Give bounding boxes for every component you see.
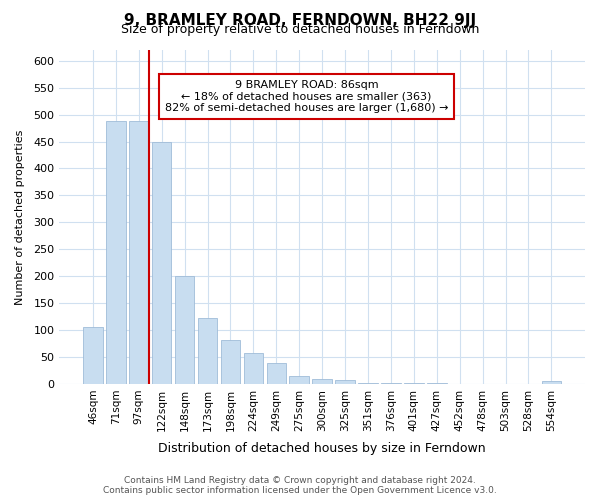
Bar [106,121,125,384]
Bar [221,340,240,384]
Bar [175,276,194,384]
Text: 9 BRAMLEY ROAD: 86sqm
← 18% of detached houses are smaller (363)
82% of semi-det: 9 BRAMLEY ROAD: 86sqm ← 18% of detached … [164,80,448,114]
Bar [244,352,263,384]
Bar [381,383,401,384]
Bar [152,142,172,384]
Text: 9, BRAMLEY ROAD, FERNDOWN, BH22 9JJ: 9, BRAMLEY ROAD, FERNDOWN, BH22 9JJ [124,12,476,28]
Text: Size of property relative to detached houses in Ferndown: Size of property relative to detached ho… [121,22,479,36]
Bar [83,328,103,384]
Bar [129,121,149,384]
Bar [542,381,561,384]
X-axis label: Distribution of detached houses by size in Ferndown: Distribution of detached houses by size … [158,442,486,455]
Bar [335,380,355,384]
Bar [313,378,332,384]
Bar [289,376,309,384]
Bar [266,364,286,384]
Bar [358,383,378,384]
Text: Contains HM Land Registry data © Crown copyright and database right 2024.
Contai: Contains HM Land Registry data © Crown c… [103,476,497,495]
Y-axis label: Number of detached properties: Number of detached properties [15,130,25,304]
Bar [198,318,217,384]
